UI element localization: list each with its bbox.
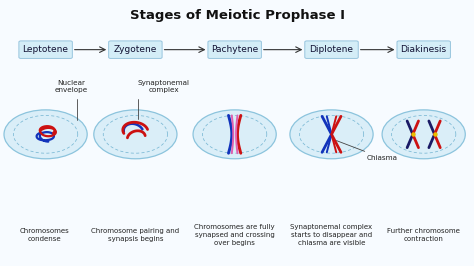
FancyBboxPatch shape (305, 41, 358, 58)
Text: Chromosomes are fully
synapsed and crossing
over begins: Chromosomes are fully synapsed and cross… (194, 224, 275, 246)
Text: Zygotene: Zygotene (114, 45, 157, 54)
Text: Diakinesis: Diakinesis (401, 45, 447, 54)
Ellipse shape (193, 110, 276, 159)
Text: Chiasma: Chiasma (337, 141, 398, 161)
Ellipse shape (4, 110, 87, 159)
Ellipse shape (290, 110, 373, 159)
Text: Diplotene: Diplotene (310, 45, 354, 54)
Text: Chromosome pairing and
synapsis begins: Chromosome pairing and synapsis begins (91, 228, 180, 242)
Text: Leptotene: Leptotene (23, 45, 69, 54)
Text: Chromosomes
condense: Chromosomes condense (19, 228, 69, 242)
Text: Pachytene: Pachytene (211, 45, 258, 54)
FancyBboxPatch shape (208, 41, 261, 58)
FancyBboxPatch shape (19, 41, 73, 58)
Text: Synaptonemal complex
starts to disappear and
chiasma are visible: Synaptonemal complex starts to disappear… (291, 224, 373, 246)
Text: Further chromosome
contraction: Further chromosome contraction (387, 228, 460, 242)
Text: Synaptonemal
complex: Synaptonemal complex (138, 80, 190, 119)
Ellipse shape (94, 110, 177, 159)
Ellipse shape (382, 110, 465, 159)
FancyBboxPatch shape (397, 41, 450, 58)
Text: Stages of Meiotic Prophase I: Stages of Meiotic Prophase I (129, 9, 345, 22)
Text: Nuclear
envelope: Nuclear envelope (55, 80, 88, 120)
FancyBboxPatch shape (109, 41, 162, 58)
